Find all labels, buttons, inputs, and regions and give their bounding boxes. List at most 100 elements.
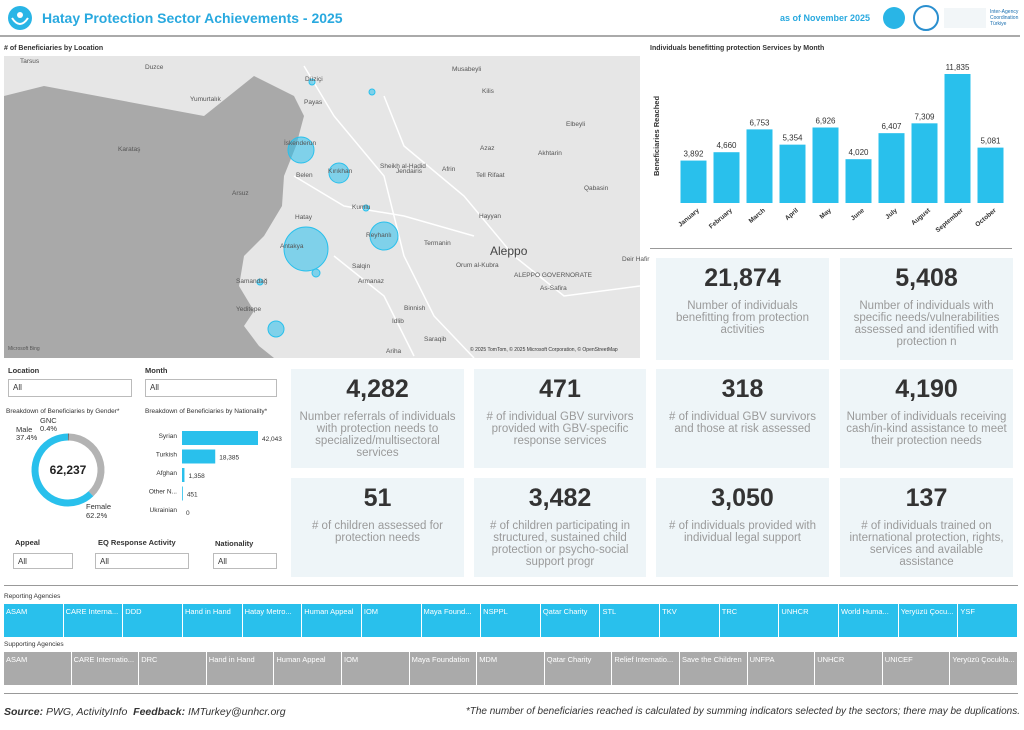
map-place: Yeditepe (236, 306, 262, 313)
agency-tile: Qatar Charity (540, 604, 601, 637)
title: Hatay Protection Sector Achievements - 2… (42, 10, 343, 26)
legend-label: Male (16, 425, 32, 434)
logo-line: Türkiye (990, 21, 1007, 27)
chart-title: Individuals benefitting protection Servi… (650, 45, 825, 52)
value-label: 0 (186, 510, 190, 517)
map-place: Kilis (482, 88, 494, 95)
map-place: Elbeyli (566, 121, 586, 128)
map-place: Afrin (442, 166, 456, 173)
kpi-value: 3,482 (528, 484, 592, 512)
map-place: Reyhanlı (366, 232, 392, 239)
value-label: 7,309 (914, 112, 935, 121)
map-place: Samandağ (236, 278, 268, 285)
kpi-value: 51 (363, 484, 392, 512)
source: PWG, ActivityInfo (46, 706, 128, 718)
value-label: 6,926 (815, 117, 836, 126)
bar (977, 147, 1004, 203)
y-tick-label: Other N... (149, 489, 177, 496)
map-place: Armanaz (358, 278, 385, 285)
divider (4, 585, 1018, 586)
value-label: 5,354 (782, 134, 803, 143)
agency-tile: ASAM (4, 652, 72, 685)
chart-title: Breakdown of Beneficiaries by Gender* (6, 408, 120, 415)
kpi-card: 3,050 # of individuals provided with indi… (656, 478, 829, 577)
x-tick-label: July (884, 207, 899, 221)
agency-tile: CARE Internatio... (71, 652, 140, 685)
map-credit: Microsoft Bing (8, 346, 40, 352)
map-place: Jendairis (396, 168, 423, 175)
kpi-card: 4,282 Number referrals of individuals wit… (291, 369, 464, 468)
bar (911, 123, 938, 203)
y-tick-label: Turkish (156, 452, 177, 459)
kpi-value: 4,282 (346, 375, 409, 403)
legend-label: Female (86, 502, 111, 511)
nationality-chart: Syrian 42,043 Turkish 18,385 Afghan 1,358 Othe… (149, 431, 282, 517)
agency-tile: Human Appeal (302, 604, 362, 637)
agency-tile: Hatay Metro... (242, 604, 303, 637)
kpi-card: 471 # of individual GBV survivors provide… (474, 369, 646, 468)
dropdown[interactable]: All (8, 379, 132, 397)
donut-slice (68, 433, 105, 497)
value-label: 451 (187, 492, 198, 499)
logo-text: Inter-Agency Coordination Türkiye (990, 9, 1018, 27)
x-tick-label: May (819, 207, 833, 221)
dropdown-value: All (13, 383, 22, 392)
agency-tile: DRC (139, 652, 207, 685)
filter-label: EQ Response Activity (98, 538, 176, 547)
map-place: Hayyan (479, 213, 502, 220)
kpi-value: 21,874 (704, 264, 781, 292)
map-place: Tell Rifaat (476, 172, 505, 179)
value-label: 5,081 (980, 137, 1001, 146)
map-place: Orum al-Kubra (456, 262, 499, 269)
map-place: Idlib (392, 318, 404, 325)
y-tick-label: Syrian (159, 433, 178, 440)
bar (812, 127, 839, 203)
bar (845, 159, 872, 203)
feedback: IMTurkey@unhcr.org (188, 706, 286, 718)
dropdown[interactable]: All (95, 553, 189, 569)
feedback-label: Feedback: (133, 706, 186, 718)
bar (878, 133, 905, 203)
kpi-card: 51 # of children assessed for protection … (291, 478, 464, 577)
value-label: 18,385 (219, 455, 239, 462)
kpi-card: 21,874 Number of individuals benefitting … (656, 258, 829, 360)
map-place: Salqin (352, 263, 371, 270)
filter-label: Appeal (15, 538, 41, 547)
agency-tile: IOM (361, 604, 422, 637)
kpi-text: Number of individuals with specific need… (853, 300, 1000, 348)
dropdown[interactable]: All (213, 553, 277, 569)
kpi-value: 4,190 (895, 375, 958, 403)
kpi-card: 5,408 Number of individuals with specific… (840, 258, 1013, 360)
map-place: As-Safira (540, 285, 567, 292)
agency-tile: Yeryüzü Çocu... (898, 604, 959, 637)
kpi-card: 318 # of individual GBV survivors and tho… (656, 369, 829, 468)
agency-tile: Relief Internatio... (612, 652, 680, 685)
value-label: 6,407 (881, 122, 902, 131)
x-tick-label: June (850, 207, 866, 222)
map-place: Binnish (404, 305, 426, 312)
map-title: # of Beneficiaries by Location (4, 45, 104, 52)
dropdown-value: All (100, 557, 109, 566)
map-place: Tarsus (20, 58, 40, 65)
dropdown[interactable]: All (13, 553, 73, 569)
kpi-text: # of individual GBV survivors provided w… (486, 411, 634, 447)
map-place: Düziçi (305, 76, 323, 83)
kpi-text: Number of individuals receiving cash/in-… (846, 411, 1007, 447)
map-place: Kumlu (352, 204, 371, 211)
dropdown[interactable]: All (145, 379, 277, 397)
map-place: Azaz (480, 145, 495, 152)
agency-tile: NSPPL (481, 604, 541, 637)
map-place: Belen (296, 172, 313, 179)
kpi-text: Number of individuals benefitting from p… (676, 300, 809, 336)
agency-tile: Maya Foundation (409, 652, 478, 685)
agency-tile: Human Appeal (274, 652, 342, 685)
value-label: 4,020 (848, 148, 869, 157)
logo-line: Inter-Agency (990, 9, 1019, 15)
agency-tile: TRC (719, 604, 780, 637)
filter-label: Month (145, 366, 168, 375)
agency-tile: TKV (660, 604, 720, 637)
bar (182, 431, 258, 445)
dropdown-value: All (218, 557, 227, 566)
map-place: Saraqib (424, 336, 447, 343)
